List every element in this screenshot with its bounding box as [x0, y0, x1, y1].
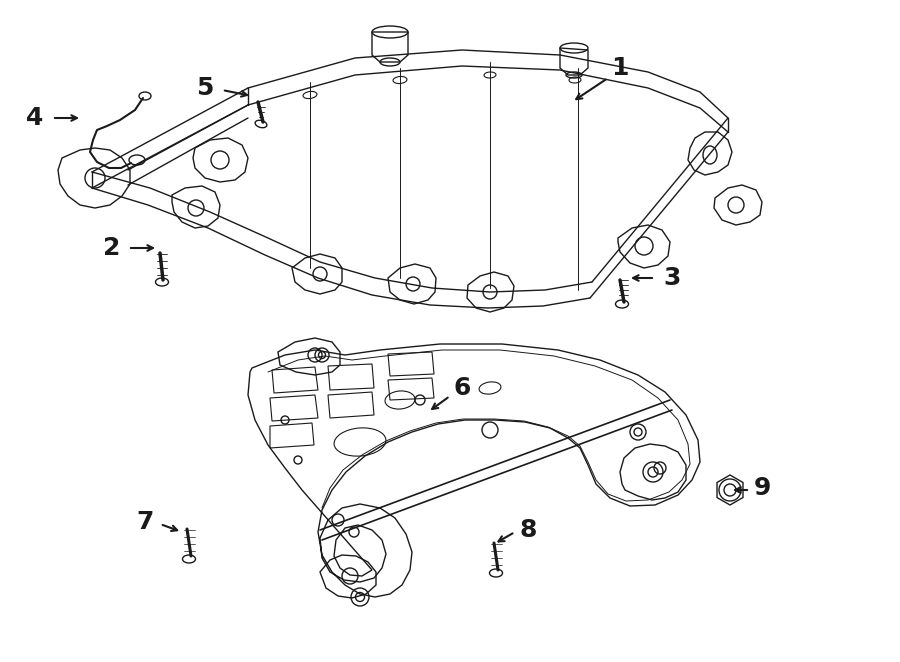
Text: 1: 1 [611, 56, 629, 80]
Text: 7: 7 [136, 510, 154, 534]
Text: 4: 4 [26, 106, 44, 130]
Text: 9: 9 [753, 476, 770, 500]
Text: 2: 2 [104, 236, 121, 260]
Text: 5: 5 [196, 76, 213, 100]
Text: 8: 8 [519, 518, 536, 542]
Text: 3: 3 [663, 266, 680, 290]
Text: 6: 6 [454, 376, 471, 400]
